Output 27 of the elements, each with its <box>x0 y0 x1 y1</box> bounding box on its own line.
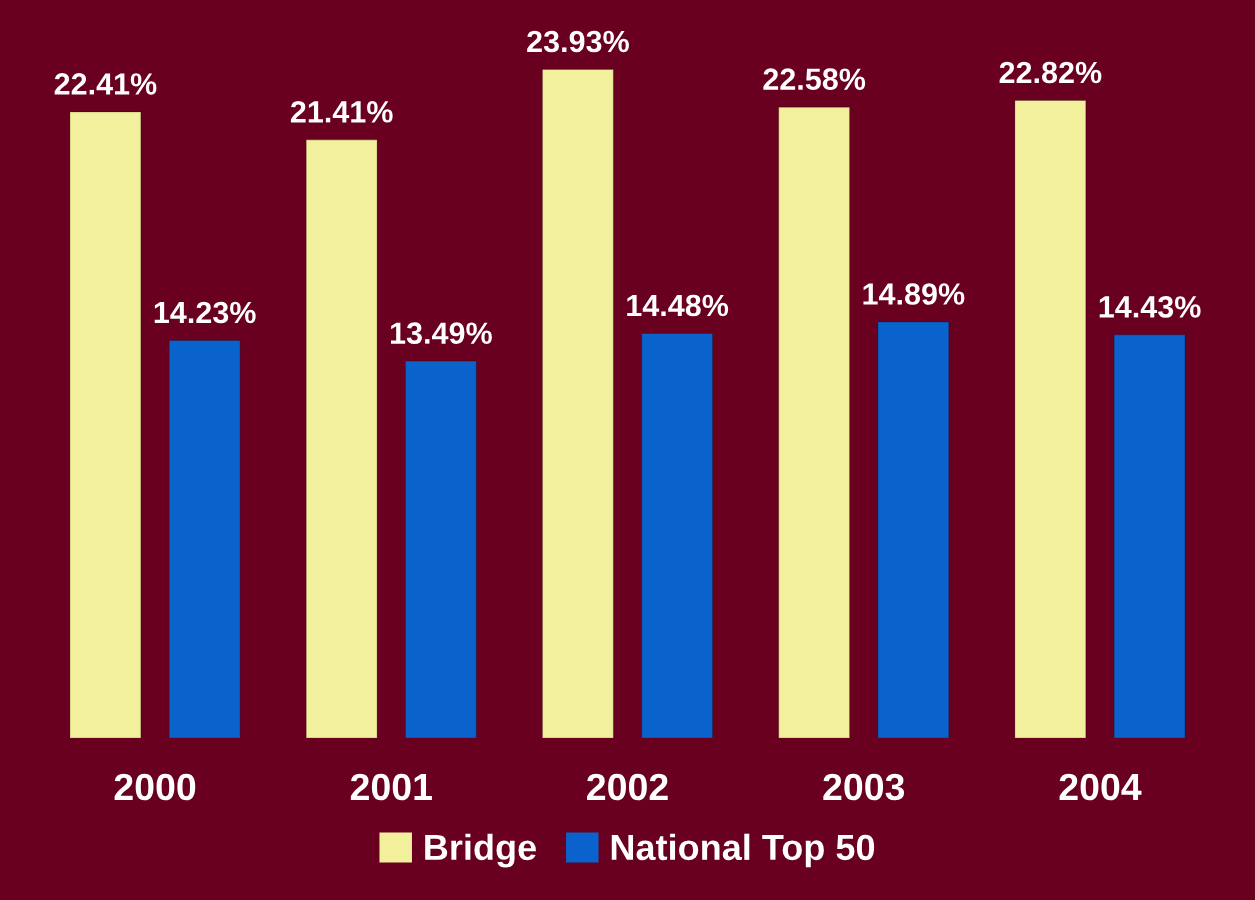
x-tick-label: 2001 <box>350 773 432 801</box>
data-label: 14.43% <box>1099 296 1201 318</box>
data-label: 22.58% <box>763 68 866 90</box>
bar <box>168 339 241 738</box>
legend-label: National Top 50 <box>611 833 875 868</box>
data-label: 14.23% <box>154 301 256 324</box>
data-label: 22.82% <box>999 61 1102 84</box>
x-tick-label: 2004 <box>1059 773 1142 801</box>
bar <box>305 139 378 738</box>
bar <box>1014 99 1087 738</box>
bar <box>877 321 950 738</box>
data-label: 14.89% <box>863 283 965 305</box>
data-label: 14.48% <box>627 294 729 317</box>
data-label: 13.49% <box>390 322 492 344</box>
data-label: 21.41% <box>290 101 393 123</box>
bar <box>404 360 477 738</box>
bar <box>69 111 142 738</box>
legend-label: Bridge <box>425 833 536 868</box>
bar <box>778 106 851 738</box>
x-tick-label: 2000 <box>114 773 196 801</box>
bar <box>641 332 714 738</box>
x-tick-label: 2003 <box>823 773 905 801</box>
data-label: 22.41% <box>54 73 157 95</box>
bar <box>541 68 614 738</box>
data-label: 23.93% <box>527 30 629 53</box>
x-tick-label: 2002 <box>587 773 668 801</box>
bar <box>1113 334 1186 738</box>
